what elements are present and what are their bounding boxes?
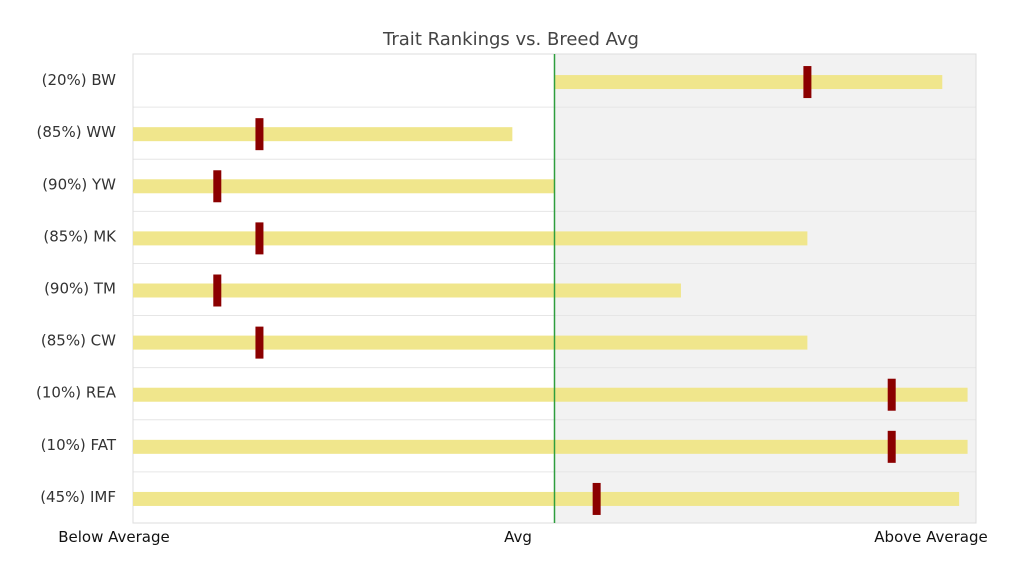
- trait-marker: [887, 378, 896, 411]
- trait-marker: [255, 222, 264, 255]
- trait-marker: [213, 170, 222, 203]
- x-label-above-average: Above Average: [874, 528, 987, 546]
- trait-label: (45%) IMF: [40, 488, 116, 506]
- x-label-avg: Avg: [504, 528, 532, 546]
- trait-bar: [133, 283, 681, 298]
- category-labels: (20%) BW (85%) WW (90%) YW (85%) MK (90%) TM…: [36, 71, 117, 506]
- trait-bar: [133, 387, 968, 402]
- trait-marker: [255, 118, 264, 151]
- x-label-below-average: Below Average: [58, 528, 170, 546]
- trait-label: (85%) WW: [37, 123, 117, 141]
- trait-marker: [887, 430, 896, 463]
- bars: [133, 75, 968, 506]
- trait-bar: [133, 335, 808, 350]
- trait-bar: [133, 179, 555, 194]
- trait-marker: [255, 326, 264, 359]
- trait-bar: [133, 491, 960, 506]
- trait-label: (85%) CW: [41, 332, 116, 350]
- chart-title: Trait Rankings vs. Breed Avg: [382, 29, 639, 50]
- trait-label: (10%) REA: [36, 384, 117, 402]
- trait-label: (85%) MK: [43, 227, 117, 245]
- trait-label: (10%) FAT: [41, 436, 117, 454]
- trait-bar: [133, 127, 513, 142]
- trait-marker: [213, 274, 222, 307]
- trait-label: (20%) BW: [42, 71, 117, 89]
- trait-label: (90%) YW: [42, 175, 116, 193]
- trait-marker: [803, 66, 812, 99]
- trait-label: (90%) TM: [44, 280, 116, 298]
- markers: [213, 66, 896, 515]
- trait-bar: [133, 231, 808, 246]
- trait-bar: [133, 439, 968, 454]
- trait-marker: [592, 482, 601, 515]
- trait-bar: [554, 75, 943, 90]
